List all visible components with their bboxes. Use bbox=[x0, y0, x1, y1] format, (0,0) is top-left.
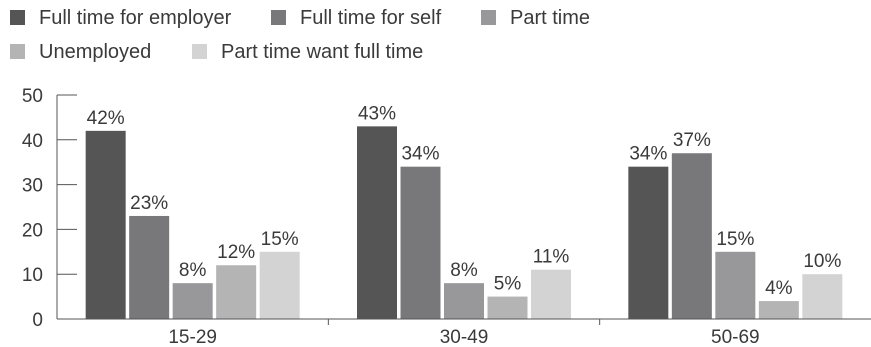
y-tick-label: 10 bbox=[22, 265, 43, 286]
data-label: 43% bbox=[358, 103, 396, 124]
data-label: 12% bbox=[217, 242, 255, 263]
data-label: 4% bbox=[765, 278, 793, 299]
data-label: 11% bbox=[533, 247, 570, 268]
legend-item: Full time for employer bbox=[10, 7, 232, 29]
bar bbox=[444, 283, 484, 319]
y-tick-label: 20 bbox=[22, 220, 43, 241]
legend-item: Unemployed bbox=[10, 41, 151, 63]
legend-swatch bbox=[10, 44, 25, 59]
y-tick-label: 30 bbox=[22, 176, 43, 197]
legend-swatch bbox=[192, 44, 207, 59]
bar bbox=[85, 130, 126, 319]
data-label: 23% bbox=[130, 193, 168, 214]
legend-item: Part time bbox=[481, 7, 590, 29]
bar bbox=[531, 269, 571, 319]
x-axis: 15-29 30-49 50-69 bbox=[57, 318, 871, 347]
bar bbox=[715, 251, 756, 319]
y-axis: 0 10 20 30 40 50 bbox=[22, 86, 77, 331]
data-label: 10% bbox=[803, 251, 841, 272]
x-tick-label: 30-49 bbox=[440, 327, 489, 347]
data-label: 34% bbox=[629, 144, 667, 165]
data-label: 34% bbox=[401, 144, 439, 165]
data-label: 15% bbox=[716, 229, 754, 250]
legend-label: Full time for employer bbox=[39, 7, 232, 29]
data-label: 37% bbox=[673, 130, 711, 151]
legend-label: Full time for self bbox=[300, 7, 442, 29]
legend-item: Part time want full time bbox=[192, 41, 423, 63]
legend-label: Part time want full time bbox=[221, 41, 423, 63]
legend-item: Full time for self bbox=[271, 7, 442, 29]
y-tick-label: 40 bbox=[22, 131, 43, 152]
bar bbox=[129, 215, 170, 319]
bar bbox=[671, 153, 712, 319]
legend-swatch bbox=[271, 10, 286, 25]
legend-swatch bbox=[10, 10, 25, 25]
bar bbox=[802, 274, 843, 319]
x-tick-label: 50-69 bbox=[711, 327, 760, 347]
bars: 42%23%8%12%15%43%34%8%5%11%34%37%15%4%10… bbox=[85, 103, 843, 319]
legend: Full time for employer Full time for self… bbox=[10, 7, 590, 63]
bar bbox=[628, 166, 669, 319]
y-tick-label: 50 bbox=[22, 86, 43, 107]
bar bbox=[758, 301, 799, 319]
bar bbox=[259, 251, 300, 319]
bar bbox=[357, 126, 397, 319]
data-label: 5% bbox=[494, 274, 522, 295]
data-label: 8% bbox=[179, 260, 207, 281]
data-label: 42% bbox=[87, 108, 125, 129]
bar bbox=[487, 296, 528, 319]
data-label: 15% bbox=[261, 229, 299, 250]
legend-swatch bbox=[481, 10, 496, 25]
bar bbox=[172, 283, 213, 319]
legend-label: Part time bbox=[510, 7, 590, 29]
bar-group: 34% 37% 15% 4% 10% bbox=[628, 130, 843, 319]
bar-group: 43%34% 8% 5% 11% bbox=[357, 103, 571, 319]
bar-group: 42% 23% 8% 12% 15% bbox=[85, 108, 300, 319]
bar bbox=[400, 166, 441, 319]
data-label: 8% bbox=[450, 260, 478, 281]
bar bbox=[216, 265, 257, 319]
x-tick-label: 15-29 bbox=[168, 327, 217, 347]
y-tick-label: 0 bbox=[32, 310, 43, 331]
legend-label: Unemployed bbox=[39, 41, 151, 63]
